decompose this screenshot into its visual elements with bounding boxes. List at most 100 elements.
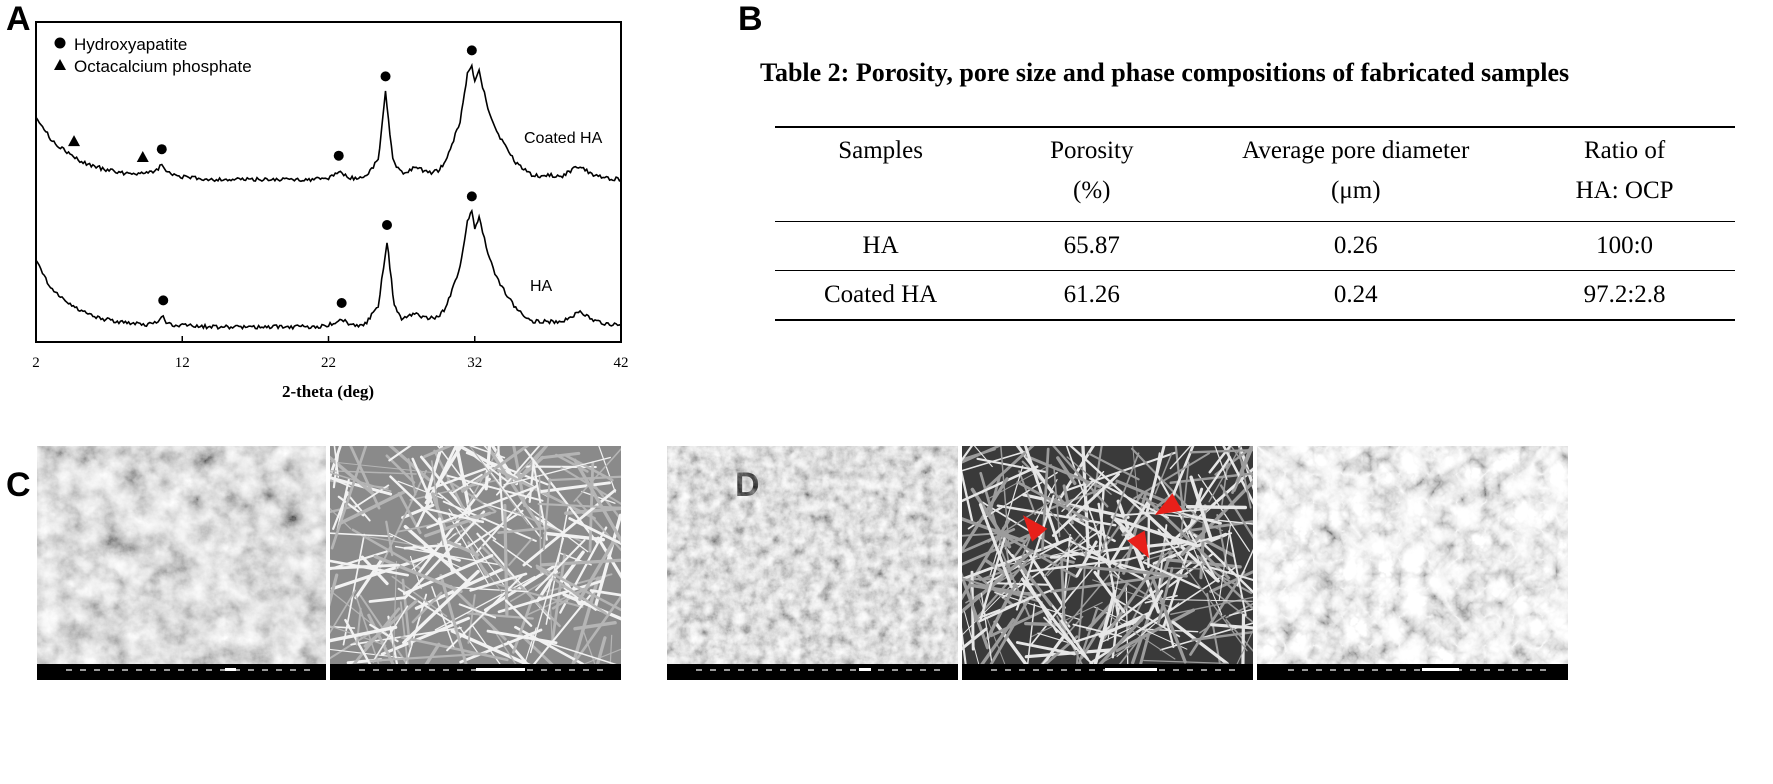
crystal-needle: [508, 538, 533, 566]
crystal-needle: [458, 603, 497, 619]
crystal-needle: [558, 550, 585, 585]
crystal-needle: [367, 613, 395, 664]
x-tick-label: 32: [467, 355, 482, 371]
table-row: Coated HA 61.26 0.24 97.2:2.8: [775, 270, 1735, 321]
hydroxyapatite-peak-marker: [158, 295, 169, 306]
crystal-needle: [540, 451, 581, 460]
crystal-needle: [1208, 446, 1232, 474]
crystal-needle: [1133, 452, 1210, 500]
crystal-needle: [1102, 452, 1140, 547]
crystal-needle: [1189, 475, 1213, 541]
crystal-needle: [402, 569, 480, 645]
crystal-needle: [540, 558, 621, 567]
crystal-needle: [1049, 545, 1140, 559]
crystal-needle: [1057, 446, 1096, 502]
crystal-needle: [1015, 558, 1053, 607]
crystal-needle: [459, 628, 543, 664]
crystal-needle: [405, 593, 428, 664]
panel-label-c: C: [6, 466, 31, 504]
sem-texture-porous: [37, 446, 326, 664]
crystal-needle: [330, 625, 387, 646]
crystal-needle: [330, 477, 351, 488]
crystal-needle: [1169, 446, 1192, 470]
crystal-needle: [578, 538, 617, 602]
crystal-needle: [344, 618, 372, 664]
crystal-needle: [1112, 516, 1199, 548]
crystal-needle: [511, 596, 535, 654]
crystal-needle: [532, 589, 595, 664]
legend: Hydroxyapatite Octacalcium phosphate: [54, 35, 252, 76]
crystal-needle: [389, 475, 442, 526]
crystal-needle: [351, 528, 421, 570]
crystal-needle: [437, 492, 497, 540]
crystal-needle: [496, 583, 584, 609]
crystal-needle: [1185, 504, 1248, 510]
crystal-needle: [1210, 623, 1253, 630]
crystal-needle: [980, 592, 993, 664]
legend-label-ocp: Octacalcium phosphate: [74, 57, 252, 76]
crystal-needle: [1093, 589, 1117, 664]
red-arrow-icon: [1154, 493, 1183, 515]
crystal-needle: [379, 469, 428, 569]
crystal-needle: [465, 509, 524, 549]
crystal-needle: [1154, 452, 1173, 495]
crystal-needle: [373, 605, 409, 661]
crystal-needle: [548, 475, 621, 482]
crystal-needle: [1228, 608, 1253, 617]
crystal-needle: [582, 648, 621, 664]
crystal-needle: [330, 507, 352, 530]
crystal-needle: [1233, 446, 1253, 492]
crystal-needle: [962, 577, 1043, 604]
panel-label-a: A: [6, 0, 31, 38]
crystal-needle: [1132, 446, 1139, 504]
header-porosity-unit: (%): [1073, 177, 1111, 204]
crystal-needle: [403, 524, 472, 586]
crystal-needle: [1015, 641, 1077, 656]
crystal-needle: [581, 490, 616, 504]
crystal-needle: [442, 538, 480, 557]
crystal-needle: [1111, 573, 1152, 599]
crystal-needle: [962, 446, 1002, 464]
sem-info-bar: [667, 664, 958, 680]
crystal-needle: [1075, 540, 1098, 578]
sem-texture-flakes: [1257, 446, 1568, 664]
header-samples: Samples: [838, 137, 923, 164]
crystal-needle: [571, 595, 621, 664]
crystal-needle: [542, 640, 617, 664]
crystal-needle: [1124, 532, 1233, 561]
crystal-needle: [469, 572, 528, 592]
crystal-needle: [497, 579, 605, 614]
crystal-needle: [368, 596, 407, 603]
hydroxyapatite-peak-marker: [336, 298, 347, 308]
crystal-needle: [524, 627, 537, 664]
crystal-needle: [467, 541, 488, 577]
crystal-needle: [480, 545, 561, 628]
crystal-needle: [400, 636, 509, 662]
crystal-needle: [1147, 515, 1151, 569]
crystal-needle: [609, 634, 613, 664]
crystal-needle: [423, 446, 453, 459]
crystal-needle: [504, 599, 533, 627]
crystal-needle: [598, 446, 616, 493]
crystal-needle: [1171, 620, 1229, 664]
crystal-needle: [1049, 552, 1107, 621]
crystal-needle: [1159, 567, 1236, 619]
crystal-needle: [512, 446, 527, 508]
crystal-needle: [529, 537, 565, 654]
header-ratio-unit: HA: OCP: [1575, 177, 1674, 204]
crystal-needle: [1152, 532, 1228, 566]
crystal-needle: [388, 446, 412, 462]
crystal-needle: [542, 478, 551, 551]
crystal-needle: [962, 532, 1001, 537]
ocp-peak-marker: [68, 135, 81, 147]
crystal-needle: [330, 471, 392, 493]
crystal-needle: [1061, 551, 1130, 632]
x-axis-label: 2-theta (deg): [282, 382, 374, 401]
crystal-needle: [535, 539, 586, 591]
crystal-needle: [402, 554, 494, 595]
crystal-needle: [481, 460, 542, 539]
crystal-needle: [993, 620, 1028, 664]
crystal-needle: [451, 473, 483, 494]
header-porosity: Porosity: [1050, 137, 1134, 164]
crystal-needle: [434, 575, 536, 631]
